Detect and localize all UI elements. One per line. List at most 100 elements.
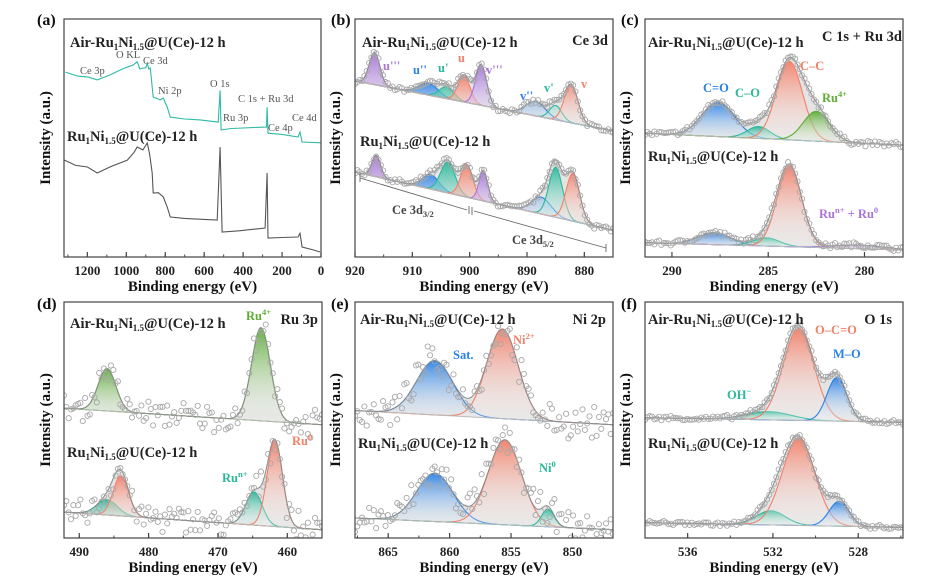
data-point (841, 240, 848, 247)
x-tick-label: 200 (272, 263, 292, 278)
data-point (309, 531, 316, 538)
panel-f: Air-Ru1Ni1.5@U(Ce)-12 h Ru1Ni1.5@U(Ce)-12… (618, 296, 904, 576)
data-point (551, 96, 558, 103)
data-point (801, 330, 808, 337)
data-point (782, 165, 789, 172)
x-tick-label: 290 (662, 263, 682, 278)
data-point (483, 460, 490, 467)
data-point (464, 494, 471, 501)
data-point (485, 360, 492, 367)
data-point (724, 232, 731, 239)
data-point (408, 482, 415, 489)
data-point (593, 432, 600, 439)
data-point (556, 414, 563, 421)
data-point (560, 423, 567, 430)
data-point (822, 373, 829, 380)
data-point (279, 473, 286, 480)
data-point (674, 518, 681, 525)
data-point (855, 518, 862, 525)
data-point (572, 409, 579, 416)
data-point (803, 444, 810, 451)
data-point (525, 385, 532, 392)
data-point (196, 527, 204, 534)
data-point (431, 358, 438, 365)
data-point (382, 522, 389, 529)
data-point (220, 412, 227, 419)
data-point (232, 405, 239, 412)
data-point (250, 335, 258, 342)
data-point (483, 352, 490, 359)
data-point (77, 399, 84, 406)
x-tick-label: 860 (440, 544, 460, 559)
data-point (574, 98, 581, 105)
data-point (492, 102, 499, 109)
plot-area (64, 60, 321, 253)
data-point (154, 518, 161, 525)
data-point (138, 402, 145, 409)
data-point (548, 405, 556, 412)
data-point (502, 202, 509, 209)
data-point (897, 524, 903, 531)
data-point (497, 341, 504, 348)
data-point (506, 325, 513, 332)
data-point (796, 432, 803, 439)
data-point (211, 509, 218, 516)
data-point (577, 520, 584, 527)
data-point (408, 397, 415, 404)
data-point (773, 83, 780, 90)
peak-label: M–O (833, 347, 861, 361)
peak-label: Ce 3d (143, 56, 169, 67)
data-point (584, 420, 591, 427)
data-point (862, 143, 869, 150)
fit-component (355, 329, 613, 425)
data-point (227, 516, 234, 523)
data-point (373, 525, 380, 532)
envelope-line (645, 324, 903, 423)
data-point (103, 498, 110, 505)
data-point (777, 69, 785, 76)
data-point (201, 517, 208, 524)
data-point (506, 429, 513, 436)
data-point (551, 496, 558, 503)
data-point (572, 535, 579, 538)
data-point (145, 504, 152, 511)
x-axis-label: Binding energy (eV) (128, 560, 257, 576)
data-point (546, 168, 553, 175)
data-point (766, 214, 773, 221)
data-point (570, 512, 577, 519)
data-point (857, 416, 864, 423)
data-point (255, 338, 262, 345)
fit-component (645, 165, 903, 250)
data-point (895, 524, 902, 531)
data-point (438, 373, 445, 380)
peak-label: Ru4+ (822, 89, 847, 105)
data-point (780, 354, 787, 361)
peak-label: Ru0 (292, 432, 312, 448)
data-point (415, 361, 422, 368)
data-point (775, 184, 782, 191)
plot-area (355, 323, 613, 538)
data-point (846, 507, 853, 514)
data-point (480, 490, 488, 498)
data-point (269, 437, 276, 444)
data-point (192, 527, 199, 534)
data-point (502, 424, 509, 431)
x-tick-label: 600 (194, 263, 214, 278)
data-point (759, 404, 766, 411)
x-tick-label: 490 (70, 544, 90, 559)
data-point (518, 357, 525, 364)
data-point (164, 520, 171, 527)
data-point (204, 403, 211, 410)
data-point (813, 98, 820, 106)
data-point (267, 359, 274, 366)
data-point (182, 529, 190, 536)
peak-label: O KL (116, 50, 140, 61)
y-axis-label: Intensity (a.u.) (618, 91, 634, 185)
data-point (459, 510, 466, 518)
data-point (196, 420, 204, 427)
data-point (466, 490, 473, 497)
data-point (487, 461, 495, 468)
data-point (478, 60, 485, 67)
x-tick-label: 400 (233, 263, 253, 278)
data-point (511, 357, 518, 364)
